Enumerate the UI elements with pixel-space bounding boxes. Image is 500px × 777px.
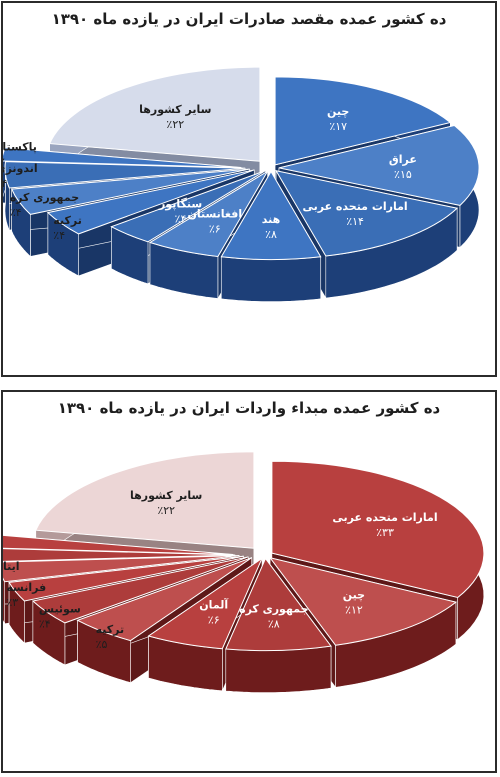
export-slice-top xyxy=(278,124,480,206)
import-slice-value: ٪۱۲ xyxy=(345,604,363,617)
import-slice-value: ٪۳ xyxy=(6,596,18,609)
export-slice-label: چین xyxy=(327,105,349,118)
import-slice-3: جمهوری کره ٪۸ xyxy=(225,557,332,693)
export-slice-label: امارات متحده عربی xyxy=(302,200,407,213)
import-slice-label: چین xyxy=(343,589,365,602)
import-slice-label: ایتالیا xyxy=(3,560,19,573)
export-slice-value: ٪۱۷ xyxy=(329,120,347,133)
export-slice-top xyxy=(220,170,322,261)
export-slice-top xyxy=(46,169,255,235)
export-slice-value: ٪۴ xyxy=(10,206,22,219)
export-slice-label: ترکیه xyxy=(53,214,82,227)
export-slice-value: ٪۴ xyxy=(53,229,65,242)
import-slice-value: ٪۶ xyxy=(208,613,220,626)
export-slice-top xyxy=(110,170,266,243)
export-slice-value: ٪۱۴ xyxy=(346,215,364,228)
export-slice-value: ٪۴ xyxy=(175,212,187,225)
export-slice-top xyxy=(48,66,261,162)
export-chart-panel: ده کشور عمده مقصد صادرات ایران در یازده … xyxy=(1,1,497,377)
export-slice-top xyxy=(4,161,246,189)
import-slice-top xyxy=(147,556,264,650)
import-slice-label: سوئیس xyxy=(39,603,81,616)
export-slice-value: ٪۴ xyxy=(3,177,7,190)
export-slice-top xyxy=(148,170,269,258)
export-slice-top xyxy=(3,147,242,169)
export-chart-title: ده کشور عمده مقصد صادرات ایران در یازده … xyxy=(51,10,447,28)
export-slice-value: ٪۸ xyxy=(265,228,277,241)
import-slice-label: فرانسه xyxy=(6,581,46,594)
import-slice-label: سایر کشورها xyxy=(130,489,202,502)
export-slice-value: ٪۶ xyxy=(209,223,221,236)
import-slice-side xyxy=(225,645,332,693)
import-slice-side xyxy=(3,578,5,625)
import-slice-label: جمهوری کره xyxy=(239,603,308,616)
import-slice-top xyxy=(35,451,255,549)
import-slice-value: ٪۴ xyxy=(39,618,51,631)
import-chart-title: ده کشور عمده مبداء واردات ایران در یازده… xyxy=(57,399,441,417)
export-slice-label: افغانستان xyxy=(187,208,242,221)
export-slice-value: ٪۲۲ xyxy=(166,118,184,131)
import-slice-top xyxy=(76,557,252,642)
import-slice-top xyxy=(225,557,332,652)
import-slice-value: ٪۵ xyxy=(96,638,108,651)
import-slice-label: ترکیه xyxy=(96,623,125,636)
export-pie-chart: چین ٪۱۷ سایر کشورها ٪۲۲ پاکستان ٪۲ عراق ٪۱۵ اندو… xyxy=(3,66,480,302)
export-slice-top xyxy=(274,76,452,166)
export-slice-label: عراق xyxy=(389,153,417,166)
import-slice-top xyxy=(8,555,244,602)
import-slice-top xyxy=(3,555,240,583)
import-slice-value: ٪۳۳ xyxy=(376,526,394,539)
export-slice-top xyxy=(10,168,250,215)
export-slice-label: جمهوری کره xyxy=(10,191,79,204)
export-slice-label: پاکستان xyxy=(3,141,37,154)
import-slice-value: ٪۲۲ xyxy=(157,504,175,517)
export-slice-side xyxy=(221,256,321,302)
import-slice-top xyxy=(268,556,458,646)
import-slice-label: آلمان xyxy=(199,597,228,611)
import-chart-panel: ده کشور عمده مبداء واردات ایران در یازده… xyxy=(1,390,497,773)
import-slice-top xyxy=(271,460,485,599)
export-slice-label: سایر کشورها xyxy=(139,103,211,116)
import-slice-value: ٪۸ xyxy=(268,618,280,631)
import-slice-label: امارات متحده عربی xyxy=(332,511,437,524)
export-slice-value: ٪۱۵ xyxy=(394,168,412,181)
import-slice-top xyxy=(31,556,249,624)
import-slice-top xyxy=(3,548,236,562)
export-slice-value: ٪۲ xyxy=(3,156,5,169)
export-slice-label: سنگاپور xyxy=(158,197,202,210)
export-slice-4: هند ٪۸ xyxy=(220,170,322,302)
export-slice-top xyxy=(275,170,459,257)
export-slice-label: هند xyxy=(262,213,280,226)
export-slice-label: اندونزی xyxy=(3,162,38,175)
